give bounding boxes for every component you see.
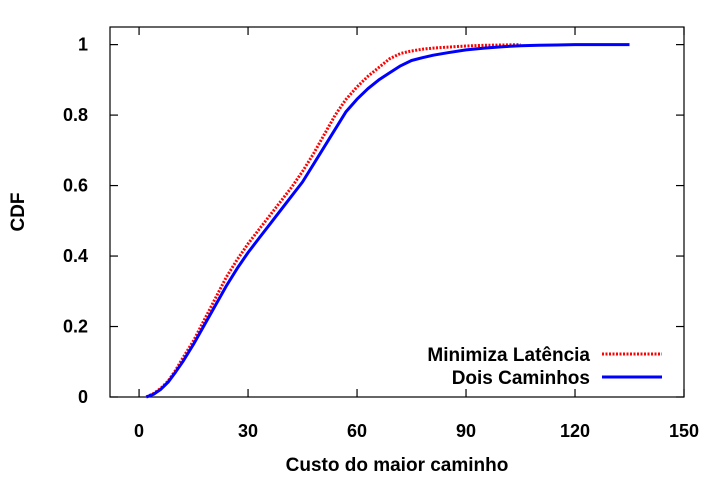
x-tick-label: 150	[669, 421, 699, 441]
x-tick-label: 120	[560, 421, 590, 441]
x-tick-label: 90	[456, 421, 476, 441]
y-axis: 0 0.2 0.4 0.6 0.8 1	[63, 35, 684, 407]
y-tick-label: 1	[78, 35, 88, 55]
y-tick-label: 0.6	[63, 176, 88, 196]
legend-label-1: Dois Caminhos	[452, 368, 590, 389]
series-line-1	[145, 43, 630, 399]
x-tick-label: 0	[134, 421, 144, 441]
y-axis-title: CDF	[8, 192, 29, 231]
plot-frame	[109, 26, 685, 398]
series-layer	[145, 43, 630, 399]
x-axis: 0 30 60 90 120 150	[134, 27, 699, 441]
y-tick-label: 0.4	[63, 246, 88, 266]
legend-label-0: Minimiza Latência	[427, 345, 590, 366]
series-line-0	[145, 43, 521, 399]
y-tick-label: 0	[78, 387, 88, 407]
x-axis-title: Custo do maior caminho	[286, 455, 509, 476]
y-tick-label: 0.8	[63, 105, 88, 125]
y-tick-label: 0.2	[63, 317, 88, 337]
x-tick-label: 60	[347, 421, 367, 441]
x-tick-label: 30	[238, 421, 258, 441]
